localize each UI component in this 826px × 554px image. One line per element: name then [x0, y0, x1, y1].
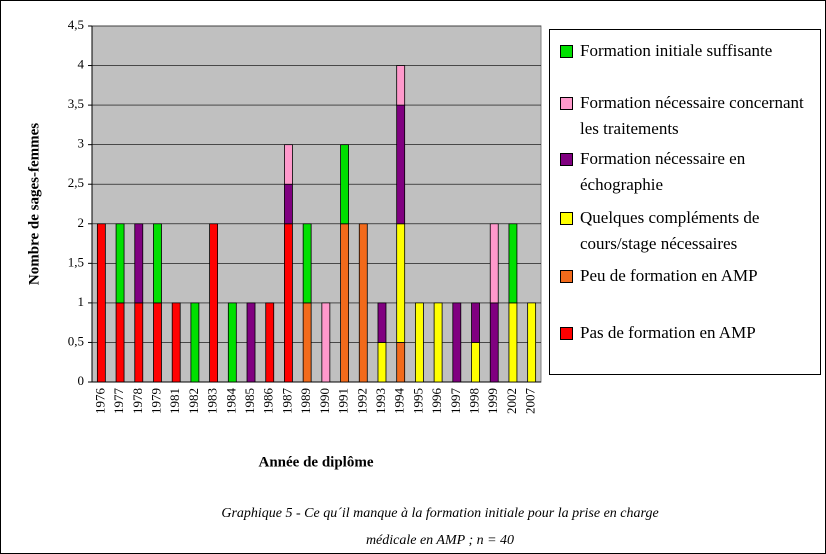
x-tick-label: 1999 [485, 388, 500, 414]
legend-swatch [560, 97, 573, 110]
legend-item: Pas de formation en AMP [558, 320, 820, 346]
x-tick-label: 1987 [279, 388, 294, 415]
x-tick-label: 1984 [223, 388, 238, 415]
x-tick-label: 1982 [186, 388, 201, 414]
y-tick-label: 0 [78, 373, 85, 388]
y-tick-label: 1 [78, 294, 85, 309]
bar-segment [452, 302, 462, 383]
y-tick-label: 4 [78, 57, 85, 72]
x-tick-label: 1990 [317, 388, 332, 414]
bar-segment [284, 223, 293, 383]
x-tick-label: 1996 [429, 388, 444, 415]
bar-segment [377, 342, 387, 383]
legend-label: Quelques compléments de cours/stage néce… [580, 208, 760, 253]
bar-segment [171, 302, 181, 383]
x-tick-label: 1979 [148, 388, 163, 414]
bar-segment [508, 223, 518, 304]
bar-segment [358, 223, 368, 383]
legend-swatch [560, 153, 573, 166]
x-tick-label: 2007 [523, 388, 538, 415]
x-tick-label: 1993 [373, 388, 388, 414]
y-tick-label: 0,5 [68, 333, 84, 348]
legend-label: Formation nécessaire en échographie [580, 149, 746, 194]
bar-segment [396, 104, 406, 225]
legend-item: Formation nécessaire en échographie [558, 146, 820, 198]
bar-segment [190, 302, 200, 383]
x-tick-label: 1991 [336, 388, 351, 414]
bar-segment [396, 223, 406, 343]
bar-segment [209, 223, 219, 383]
bar-segment [471, 342, 480, 383]
x-tick-label: 1977 [111, 388, 126, 415]
bar-segment [284, 183, 293, 225]
bar-segment [321, 302, 331, 383]
bar-segment [396, 65, 406, 106]
bar-segment [340, 223, 349, 383]
bar-segment [153, 223, 162, 304]
x-tick-label: 1992 [354, 388, 369, 414]
y-tick-label: 3 [78, 136, 85, 151]
x-tick-label: 1989 [298, 388, 313, 414]
bar-segment [433, 302, 443, 383]
legend-swatch [560, 270, 573, 283]
y-tick-label: 1,5 [68, 254, 84, 269]
x-axis-title: Année de diplôme [258, 454, 373, 470]
x-tick-label: 1995 [410, 388, 425, 414]
x-tick-label: 1981 [167, 388, 182, 414]
legend-item: Peu de formation en AMP [558, 263, 820, 289]
bar-segment [96, 223, 106, 383]
x-tick-label: 1985 [242, 388, 257, 414]
bar-segment [284, 144, 293, 185]
legend-label: Formation nécessaire concernant les trai… [580, 93, 804, 138]
bar-segment [396, 342, 406, 383]
bar-segment [414, 302, 424, 383]
y-tick-label: 4,5 [68, 17, 84, 32]
bar-segment [134, 223, 144, 304]
x-tick-label: 1994 [392, 388, 407, 415]
x-tick-label: 1976 [92, 388, 107, 415]
bar-segment [489, 302, 499, 383]
legend-label: Formation initiale suffisante [580, 41, 773, 60]
bar-segment [527, 302, 537, 383]
y-tick-label: 2 [78, 215, 85, 230]
x-tick-label: 1997 [448, 388, 463, 415]
legend-swatch [560, 327, 573, 340]
legend: Formation initiale suffisante Formation n… [549, 29, 821, 375]
bar-segment [115, 223, 125, 304]
bar-segment [377, 302, 387, 343]
bar-segment [489, 223, 499, 304]
legend-label: Pas de formation en AMP [580, 323, 756, 342]
x-tick-label: 1998 [467, 388, 482, 414]
x-tick-label: 1978 [130, 388, 145, 414]
bar-segment [246, 302, 256, 383]
x-tick-label: 1986 [261, 388, 276, 415]
bar-segment [153, 302, 162, 383]
y-tick-label: 2,5 [68, 175, 84, 190]
caption: médicale en AMP ; n = 40 [366, 533, 514, 548]
caption: Graphique 5 - Ce qu´il manque à la forma… [221, 506, 658, 521]
y-tick-label: 3,5 [68, 96, 84, 111]
legend-item: Formation initiale suffisante [558, 38, 820, 64]
legend-label: Peu de formation en AMP [580, 266, 758, 285]
legend-swatch [560, 212, 573, 225]
legend-swatch [560, 45, 573, 58]
x-tick-label: 2002 [504, 388, 519, 414]
bar-segment [508, 302, 518, 383]
bar-segment [265, 302, 275, 383]
bar-segment [134, 302, 144, 383]
legend-item: Formation nécessaire concernant les trai… [558, 90, 820, 142]
y-axis-title: Nombre de sages-femmes [26, 123, 42, 285]
bar-segment [302, 223, 312, 304]
bar-segment [115, 302, 125, 383]
bar-segment [471, 302, 480, 343]
x-tick-label: 1983 [205, 388, 220, 414]
bar-segment [302, 302, 312, 383]
bar-segment [227, 302, 237, 383]
bar-segment [340, 144, 349, 225]
legend-item: Quelques compléments de cours/stage néce… [558, 205, 820, 257]
